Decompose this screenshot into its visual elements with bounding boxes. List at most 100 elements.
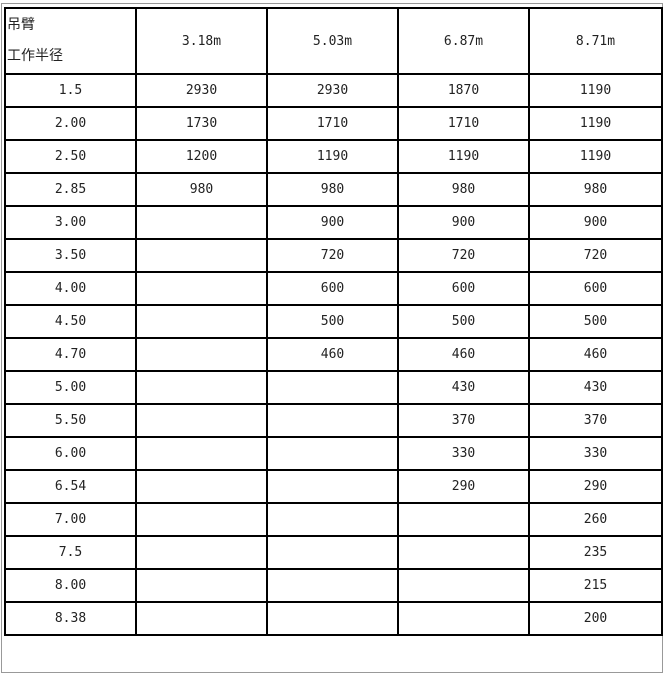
boom-header: 6.87m bbox=[397, 7, 530, 75]
load-cell bbox=[266, 370, 399, 405]
load-cell: 1190 bbox=[266, 139, 399, 174]
load-cell bbox=[135, 502, 268, 537]
radius-cell: 3.50 bbox=[4, 238, 137, 273]
load-cell: 600 bbox=[266, 271, 399, 306]
load-cell bbox=[135, 271, 268, 306]
load-cell: 500 bbox=[266, 304, 399, 339]
load-cell: 600 bbox=[528, 271, 663, 306]
load-cell bbox=[397, 502, 530, 537]
radius-cell: 7.5 bbox=[4, 535, 137, 570]
radius-cell: 5.50 bbox=[4, 403, 137, 438]
radius-cell: 3.00 bbox=[4, 205, 137, 240]
load-cell: 1190 bbox=[397, 139, 530, 174]
load-cell: 980 bbox=[266, 172, 399, 207]
radius-cell: 2.50 bbox=[4, 139, 137, 174]
load-cell: 430 bbox=[397, 370, 530, 405]
load-cell bbox=[135, 304, 268, 339]
corner-header: 吊臂 工作半径 bbox=[4, 7, 137, 75]
load-cell: 1190 bbox=[528, 73, 663, 108]
radius-cell: 6.54 bbox=[4, 469, 137, 504]
table-frame bbox=[1, 3, 663, 673]
radius-cell: 8.38 bbox=[4, 601, 137, 636]
load-cell: 1710 bbox=[397, 106, 530, 141]
load-cell: 290 bbox=[397, 469, 530, 504]
table-row: 4.50 500 500 500 bbox=[4, 304, 663, 339]
boom-header: 8.71m bbox=[528, 7, 663, 75]
load-cell bbox=[135, 370, 268, 405]
table-row: 7.5 235 bbox=[4, 535, 663, 570]
table-row: 8.00 215 bbox=[4, 568, 663, 603]
load-cell: 500 bbox=[397, 304, 530, 339]
load-cell: 330 bbox=[528, 436, 663, 471]
load-cell bbox=[397, 568, 530, 603]
table-row: 5.00 430 430 bbox=[4, 370, 663, 405]
load-cell: 980 bbox=[528, 172, 663, 207]
load-cell: 1190 bbox=[528, 139, 663, 174]
load-cell: 2930 bbox=[135, 73, 268, 108]
load-cell bbox=[266, 403, 399, 438]
load-cell bbox=[135, 337, 268, 372]
radius-cell: 4.00 bbox=[4, 271, 137, 306]
load-cell bbox=[397, 535, 530, 570]
load-cell: 980 bbox=[135, 172, 268, 207]
load-cell: 980 bbox=[397, 172, 530, 207]
load-cell: 370 bbox=[528, 403, 663, 438]
table-row: 7.00 260 bbox=[4, 502, 663, 537]
radius-cell: 8.00 bbox=[4, 568, 137, 603]
boom-header: 5.03m bbox=[266, 7, 399, 75]
load-chart-table: 吊臂 工作半径 3.18m 5.03m 6.87m 8.71m 1.5 2930 2… bbox=[4, 7, 663, 636]
load-cell: 200 bbox=[528, 601, 663, 636]
load-cell bbox=[266, 601, 399, 636]
table-row: 4.00 600 600 600 bbox=[4, 271, 663, 306]
load-cell: 370 bbox=[397, 403, 530, 438]
radius-cell: 5.00 bbox=[4, 370, 137, 405]
table-row: 1.5 2930 2930 1870 1190 bbox=[4, 73, 663, 108]
load-cell bbox=[266, 502, 399, 537]
load-cell: 720 bbox=[528, 238, 663, 273]
load-cell bbox=[397, 601, 530, 636]
load-cell: 1190 bbox=[528, 106, 663, 141]
table-row: 6.54 290 290 bbox=[4, 469, 663, 504]
load-cell: 900 bbox=[266, 205, 399, 240]
table-row: 3.00 900 900 900 bbox=[4, 205, 663, 240]
load-cell bbox=[135, 205, 268, 240]
load-cell: 235 bbox=[528, 535, 663, 570]
load-cell: 1870 bbox=[397, 73, 530, 108]
load-cell bbox=[135, 601, 268, 636]
radius-cell: 1.5 bbox=[4, 73, 137, 108]
load-cell: 720 bbox=[397, 238, 530, 273]
table-row: 2.50 1200 1190 1190 1190 bbox=[4, 139, 663, 174]
load-cell: 330 bbox=[397, 436, 530, 471]
load-cell bbox=[135, 403, 268, 438]
load-cell: 460 bbox=[266, 337, 399, 372]
radius-cell: 6.00 bbox=[4, 436, 137, 471]
table-row: 4.70 460 460 460 bbox=[4, 337, 663, 372]
boom-header: 3.18m bbox=[135, 7, 268, 75]
load-cell bbox=[135, 568, 268, 603]
load-cell: 260 bbox=[528, 502, 663, 537]
load-cell: 460 bbox=[397, 337, 530, 372]
load-cell: 460 bbox=[528, 337, 663, 372]
radius-cell: 4.50 bbox=[4, 304, 137, 339]
load-cell bbox=[266, 469, 399, 504]
load-cell: 1710 bbox=[266, 106, 399, 141]
table-row: 2.00 1730 1710 1710 1190 bbox=[4, 106, 663, 141]
load-cell: 1200 bbox=[135, 139, 268, 174]
radius-cell: 4.70 bbox=[4, 337, 137, 372]
load-cell: 215 bbox=[528, 568, 663, 603]
load-cell: 500 bbox=[528, 304, 663, 339]
load-cell bbox=[135, 535, 268, 570]
header-row: 吊臂 工作半径 3.18m 5.03m 6.87m 8.71m bbox=[4, 7, 663, 75]
load-cell: 430 bbox=[528, 370, 663, 405]
load-cell: 600 bbox=[397, 271, 530, 306]
radius-cell: 2.85 bbox=[4, 172, 137, 207]
radius-label: 工作半径 bbox=[7, 48, 63, 64]
load-cell bbox=[266, 436, 399, 471]
table-row: 3.50 720 720 720 bbox=[4, 238, 663, 273]
load-cell bbox=[266, 535, 399, 570]
boom-label: 吊臂 bbox=[7, 17, 35, 33]
load-cell bbox=[266, 568, 399, 603]
table-row: 8.38 200 bbox=[4, 601, 663, 636]
radius-cell: 2.00 bbox=[4, 106, 137, 141]
table-row: 6.00 330 330 bbox=[4, 436, 663, 471]
